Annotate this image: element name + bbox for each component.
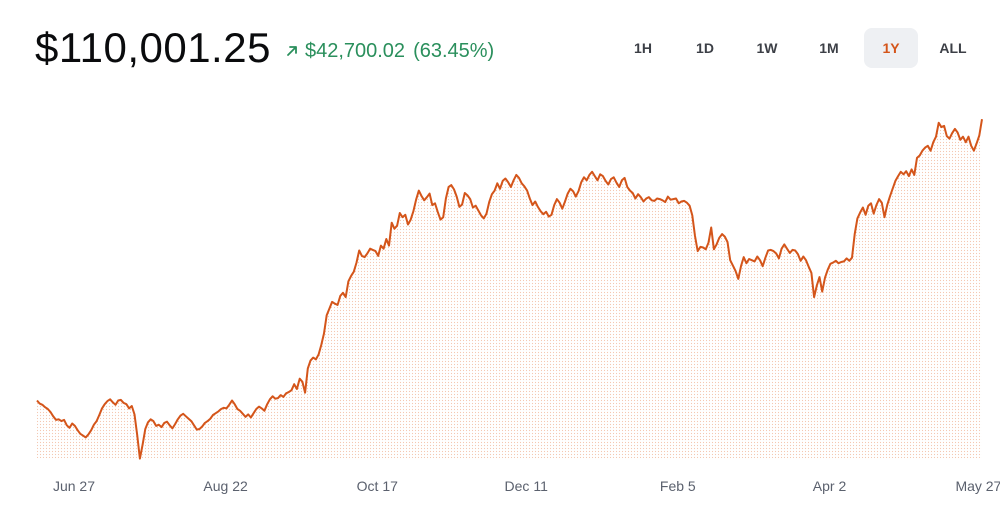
- x-tick-label: Dec 11: [505, 478, 549, 494]
- arrow-up-right-icon: [287, 46, 297, 56]
- x-tick-label: Feb 5: [660, 478, 696, 494]
- series-line: [36, 119, 983, 460]
- x-tick-label: Jun 27: [53, 478, 95, 494]
- range-all-button[interactable]: ALL: [939, 40, 967, 56]
- change-value: $42,700.02: [304, 39, 406, 62]
- range-1y-button[interactable]: 1Y: [864, 28, 918, 68]
- price-header: $110,001.25 $42,700.02 (63.45%): [35, 18, 980, 78]
- range-1w-button[interactable]: 1W: [756, 40, 778, 56]
- current-price: $110,001.25: [35, 24, 271, 71]
- time-range-selector: 1H 1D 1W 1M 1Y ALL: [616, 28, 980, 68]
- x-tick-label: Oct 17: [357, 478, 398, 494]
- price-change: $42,700.02 (63.45%): [285, 40, 494, 63]
- range-1d-button[interactable]: 1D: [696, 40, 714, 56]
- area-fill: [37, 119, 982, 459]
- change-percent: (63.45%): [413, 39, 495, 62]
- price-line: [36, 119, 983, 460]
- x-tick-label: Apr 2: [813, 478, 847, 494]
- x-axis: Jun 27 Aug 22 Oct 17 Dec 11 Feb 5 Apr 2 May 27: [53, 478, 1000, 494]
- range-1m-button[interactable]: 1M: [819, 40, 839, 56]
- area-fill-path: [37, 119, 982, 459]
- range-1h-button[interactable]: 1H: [634, 40, 652, 56]
- x-tick-label: May 27: [955, 478, 1000, 494]
- x-tick-label: Aug 22: [203, 478, 248, 494]
